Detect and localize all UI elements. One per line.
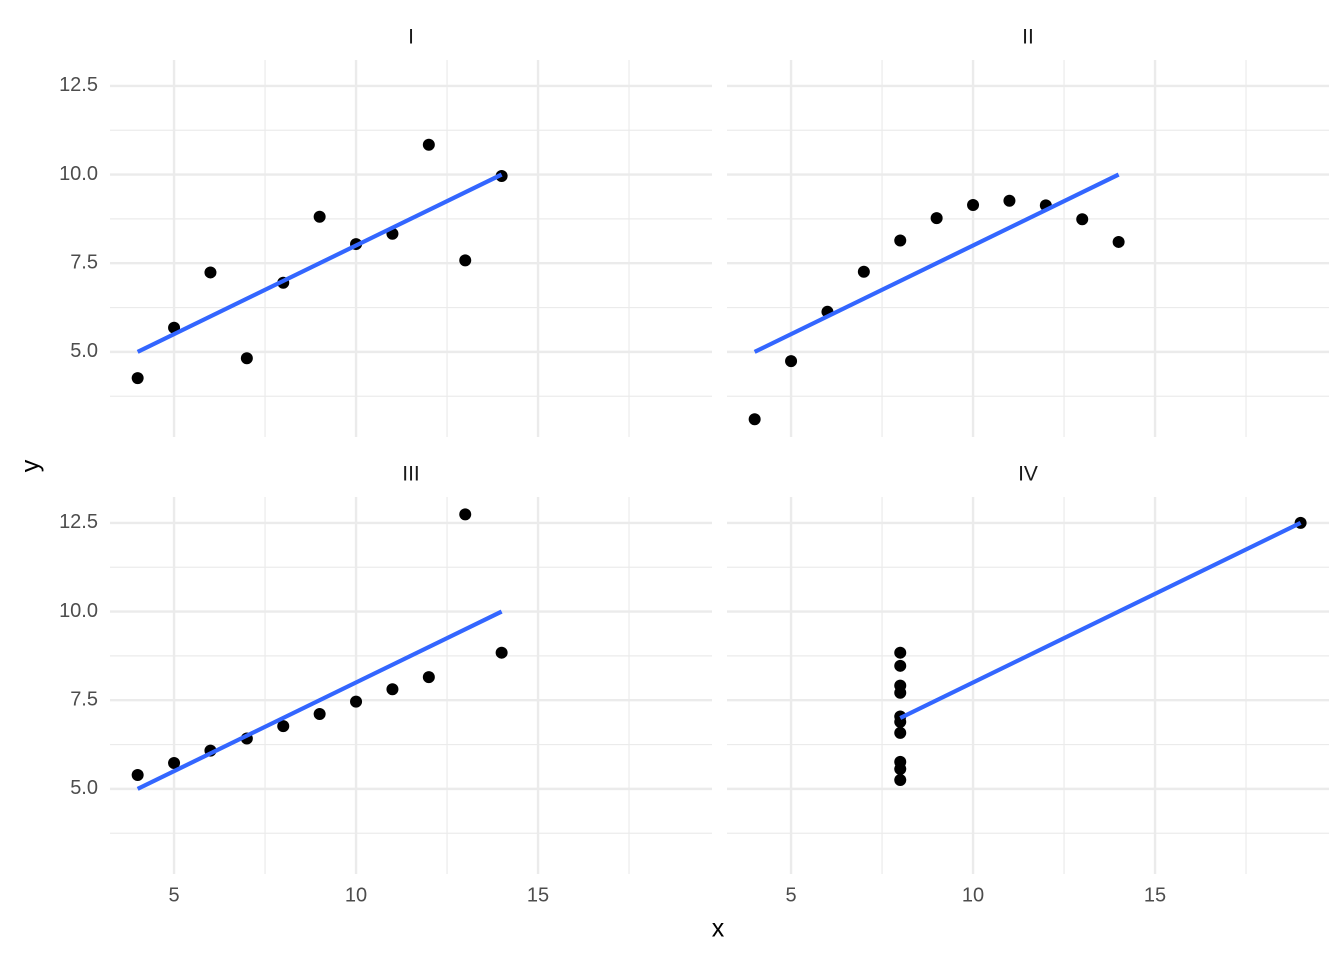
point xyxy=(1076,213,1089,226)
y-tick-label: 5.0 xyxy=(70,777,98,799)
x-tick-label: 10 xyxy=(962,884,984,906)
point xyxy=(894,715,907,728)
point xyxy=(277,720,290,733)
y-tick-label: 10.0 xyxy=(59,163,98,185)
facet-title: I xyxy=(408,26,414,49)
y-tick-label: 12.5 xyxy=(59,74,98,96)
point xyxy=(930,212,943,225)
point xyxy=(459,508,472,521)
y-tick-label: 7.5 xyxy=(70,251,98,273)
point xyxy=(422,671,435,684)
point xyxy=(422,138,435,151)
facet-title: II xyxy=(1022,26,1034,49)
x-tick-label: 5 xyxy=(785,884,796,906)
point xyxy=(495,646,508,659)
fit-line xyxy=(899,521,1302,720)
point xyxy=(967,199,980,212)
point xyxy=(894,234,907,247)
point xyxy=(894,646,907,659)
facet-title: IV xyxy=(1018,463,1038,486)
point xyxy=(894,659,907,672)
point xyxy=(168,756,181,769)
y-tick-label: 5.0 xyxy=(70,340,98,362)
point xyxy=(131,769,144,782)
point xyxy=(894,763,907,776)
point xyxy=(313,210,326,223)
fit-line xyxy=(136,609,503,791)
point xyxy=(313,708,326,721)
fit-line xyxy=(753,172,1120,354)
point xyxy=(204,266,217,279)
point xyxy=(894,679,907,692)
point xyxy=(386,683,399,696)
point xyxy=(857,265,870,278)
x-axis-title: x xyxy=(712,915,725,943)
point xyxy=(748,413,761,426)
x-tick-label: 5 xyxy=(168,884,179,906)
point xyxy=(131,372,144,385)
point xyxy=(894,774,907,787)
point xyxy=(1112,235,1125,248)
y-tick-label: 10.0 xyxy=(59,600,98,622)
point xyxy=(459,254,472,267)
point xyxy=(1003,194,1016,207)
facet-title: III xyxy=(402,463,420,486)
point xyxy=(894,726,907,739)
y-tick-label: 12.5 xyxy=(59,511,98,533)
x-tick-label: 15 xyxy=(1144,884,1166,906)
x-tick-label: 10 xyxy=(345,884,367,906)
point xyxy=(240,352,253,365)
point xyxy=(350,695,363,708)
x-tick-label: 15 xyxy=(527,884,549,906)
y-tick-label: 7.5 xyxy=(70,688,98,710)
y-axis-title: y xyxy=(17,459,45,472)
fit-line xyxy=(136,172,503,354)
point xyxy=(785,355,798,368)
